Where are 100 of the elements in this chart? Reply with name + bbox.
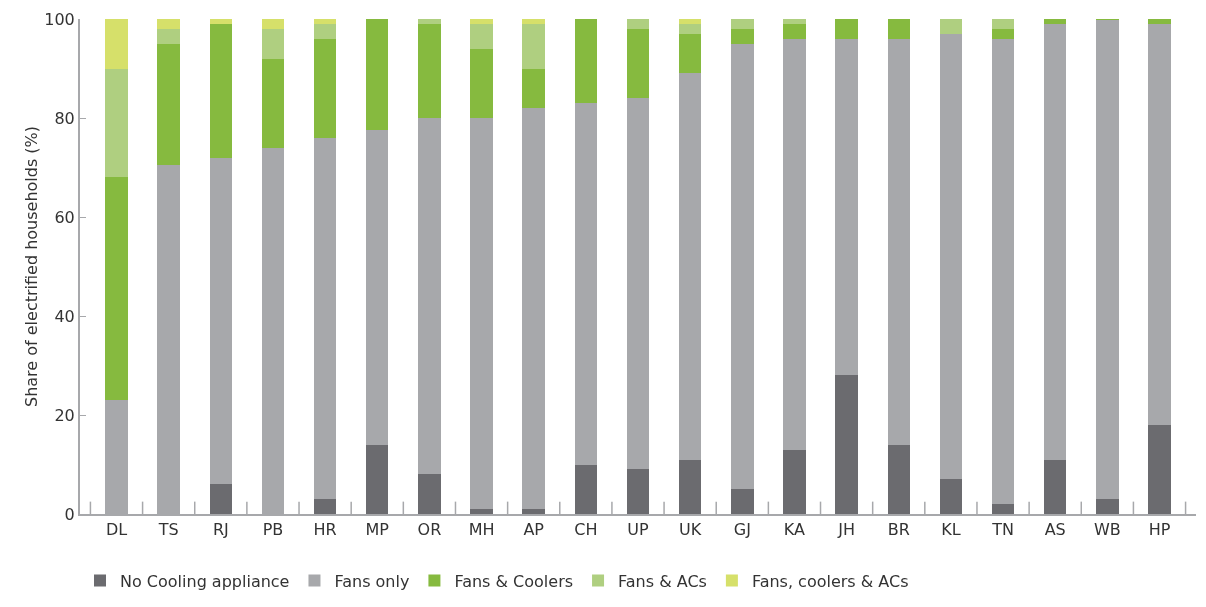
bar [157,19,180,29]
y-tick-label: 20 [54,405,75,425]
bar [313,38,337,138]
bar [731,28,754,44]
x-tick-label: PB [262,520,284,540]
y-tick-label: 100 [44,9,75,29]
y-tick-label: 60 [54,207,75,227]
bar [105,177,128,401]
bar [522,19,545,24]
bar [522,509,545,514]
legend-label: Fans only [334,571,410,591]
bar [209,23,233,158]
bar [470,509,493,514]
y-tick-label: 0 [64,504,75,524]
x-tick-label: TN [991,520,1014,540]
bar [574,19,598,104]
bar [470,19,493,24]
x-tick-label: WB [1093,520,1121,540]
bar [939,33,963,480]
bar [261,28,285,59]
x-tick-label: AP [523,520,545,540]
bar [313,499,337,514]
bar [418,19,441,24]
bar [522,68,545,109]
bar [157,28,180,44]
bar [626,469,650,514]
bar [783,449,806,514]
x-tick-label: RJ [212,520,229,540]
x-tick-label: JH [837,520,855,540]
bar [313,19,337,24]
bar [835,19,858,39]
bar [366,444,389,514]
bar [678,23,702,34]
x-tick-label: AS [1044,520,1066,540]
bar [991,504,1015,514]
bar [1148,23,1171,425]
bar [939,19,963,34]
bar [522,108,545,510]
bar [887,444,910,514]
bar [783,38,806,450]
bar [887,19,910,39]
y-tick-label: 40 [54,306,75,326]
bar [939,479,963,514]
x-tick-label: HR [313,520,337,540]
x-tick-label: DL [105,520,128,540]
bar [366,130,389,445]
bar [261,19,285,29]
bar [626,19,650,29]
bar [522,23,545,69]
x-tick-label: MP [365,520,390,540]
bar [1043,23,1067,460]
bar [418,118,441,475]
x-tick-label: TS [157,520,179,540]
bar [105,19,128,69]
y-tick-label: 80 [54,108,75,128]
x-tick-label: KA [783,520,806,540]
x-tick-label: GJ [733,520,751,540]
bar [991,28,1015,39]
bar [209,484,233,514]
bar [470,23,493,49]
bar [1096,499,1119,514]
bar [209,19,233,24]
bar [678,19,702,24]
bar [261,58,285,148]
bar [105,68,128,178]
bar [1043,459,1067,514]
bar [678,73,702,460]
bar [678,33,702,74]
bar [887,38,910,445]
x-tick-label: MH [468,520,495,540]
bar [731,489,754,514]
bar [835,375,858,514]
bar [835,38,858,376]
bar [574,464,598,514]
x-tick-label: KL [941,520,961,540]
bar [1148,19,1171,24]
bar [731,43,754,490]
bar [1043,19,1067,24]
x-tick-label: CH [574,520,598,540]
bar [470,48,493,118]
legend-label: Fans, coolers & ACs [751,571,909,591]
bar [626,98,650,470]
bar [418,23,441,118]
bar [574,103,598,465]
bar [418,474,441,514]
bar [991,19,1015,29]
bar [157,43,180,166]
bar [991,38,1015,505]
bar [1148,424,1171,514]
legend-label: No Cooling appliance [120,571,290,591]
x-tick-label: HP [1148,520,1171,540]
x-tick-label: BR [887,520,910,540]
bar [678,459,702,514]
bar [470,118,493,510]
bar [1096,19,1119,500]
legend-label: Fans & Coolers [454,571,574,591]
y-axis-title: Share of electrified households (%) [22,125,41,408]
bar [209,157,233,485]
x-tick-label: UP [627,520,650,540]
bar [313,23,337,39]
